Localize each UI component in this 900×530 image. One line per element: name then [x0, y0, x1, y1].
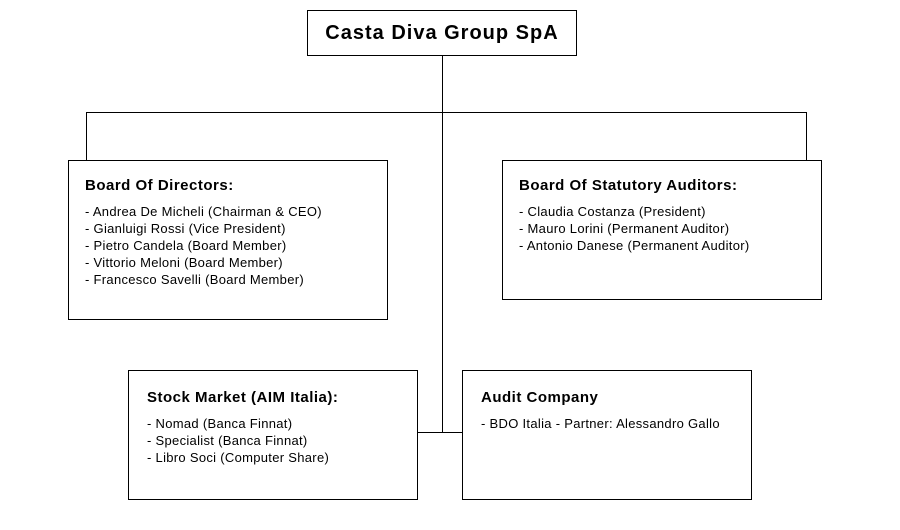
- node-audit-company: Audit Company - BDO Italia - Partner: Al…: [462, 370, 752, 500]
- connector-tier1-left: [86, 112, 87, 160]
- list-item: - Nomad (Banca Finnat): [147, 416, 399, 431]
- connector-tier1-hbar: [86, 112, 806, 113]
- list-item: - Specialist (Banca Finnat): [147, 433, 399, 448]
- heading-audit-company: Audit Company: [481, 389, 733, 406]
- connector-center-drop: [442, 112, 443, 432]
- node-root: Casta Diva Group SpA: [307, 10, 577, 56]
- list-item: - Pietro Candela (Board Member): [85, 238, 371, 253]
- node-stock-market: Stock Market (AIM Italia): - Nomad (Banc…: [128, 370, 418, 500]
- items-stock-market: - Nomad (Banca Finnat) - Specialist (Banc…: [147, 416, 399, 465]
- list-item: - Mauro Lorini (Permanent Auditor): [519, 221, 805, 236]
- node-statutory-auditors: Board Of Statutory Auditors: - Claudia C…: [502, 160, 822, 300]
- list-item: - Libro Soci (Computer Share): [147, 450, 399, 465]
- list-item: - BDO Italia - Partner: Alessandro Gallo: [481, 416, 733, 431]
- heading-board-of-directors: Board Of Directors:: [85, 177, 371, 194]
- list-item: - Francesco Savelli (Board Member): [85, 272, 371, 287]
- heading-statutory-auditors: Board Of Statutory Auditors:: [519, 177, 805, 194]
- node-board-of-directors: Board Of Directors: - Andrea De Micheli …: [68, 160, 388, 320]
- list-item: - Andrea De Micheli (Chairman & CEO): [85, 204, 371, 219]
- connector-tier1-right: [806, 112, 807, 160]
- list-item: - Antonio Danese (Permanent Auditor): [519, 238, 805, 253]
- connector-tier2-hbar: [418, 432, 462, 433]
- list-item: - Gianluigi Rossi (Vice President): [85, 221, 371, 236]
- root-title: Casta Diva Group SpA: [325, 22, 558, 45]
- org-chart: Casta Diva Group SpA Board Of Directors:…: [0, 0, 900, 530]
- items-statutory-auditors: - Claudia Costanza (President) - Mauro Lo…: [519, 204, 805, 253]
- items-board-of-directors: - Andrea De Micheli (Chairman & CEO) - Gi…: [85, 204, 371, 287]
- items-audit-company: - BDO Italia - Partner: Alessandro Gallo: [481, 416, 733, 431]
- connector-root-drop: [442, 56, 443, 112]
- list-item: - Claudia Costanza (President): [519, 204, 805, 219]
- heading-stock-market: Stock Market (AIM Italia):: [147, 389, 399, 406]
- list-item: - Vittorio Meloni (Board Member): [85, 255, 371, 270]
